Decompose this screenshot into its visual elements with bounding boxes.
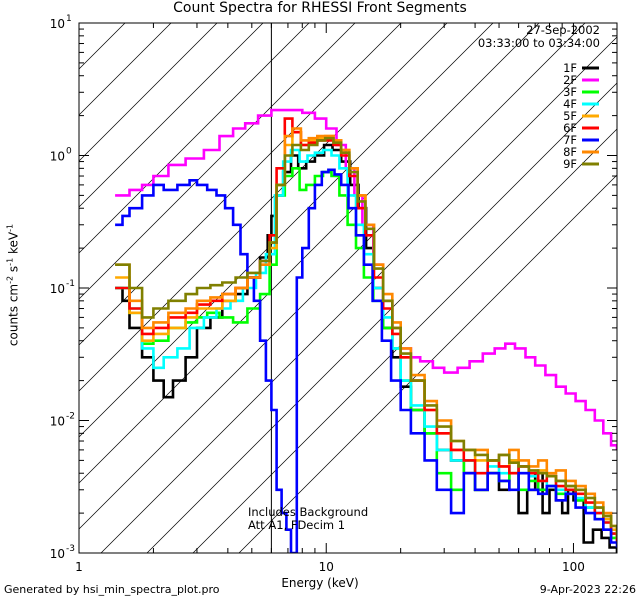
y-tick-label: 10 (50, 282, 65, 296)
y-tick-exponent: -2 (66, 412, 75, 422)
legend-label-5f: 5F (563, 109, 577, 123)
y-tick-label: 10 (50, 415, 65, 429)
y-tick-label: 10 (50, 547, 65, 561)
chart-title: Count Spectra for RHESSI Front Segments (173, 0, 467, 16)
y-tick-exponent: -3 (66, 544, 75, 554)
series-7f (115, 168, 617, 553)
y-tick-exponent: -1 (66, 279, 75, 289)
legend-label-6f: 6F (563, 121, 577, 135)
y-tick-label: 10 (50, 17, 65, 31)
annotation-background: Includes Background (248, 505, 369, 519)
legend-label-9f: 9F (563, 157, 577, 171)
generated-timestamp: 9-Apr-2023 22:26 (539, 583, 636, 596)
legend-label-8f: 8F (563, 145, 577, 159)
legend-label-1f: 1F (563, 61, 577, 75)
annotation-attenuator: Att A1, FDecim 1 (248, 518, 346, 532)
legend-label-3f: 3F (563, 85, 577, 99)
date-label: 27-Sep-2002 (526, 23, 600, 37)
legend-label-2f: 2F (563, 73, 577, 87)
time-range-label: 03:33:00 to 03:34:00 (477, 36, 600, 50)
y-tick-label: 10 (50, 150, 65, 164)
shaded-region (79, 23, 617, 553)
x-tick-label: 1 (75, 560, 83, 574)
y-tick-exponent: 1 (66, 14, 72, 24)
x-tick-label: 100 (562, 560, 585, 574)
x-axis-label: Energy (keV) (281, 576, 359, 590)
series-9f (115, 136, 617, 538)
legend-label-7f: 7F (563, 133, 577, 147)
y-tick-exponent: 0 (66, 147, 72, 157)
legend-label-4f: 4F (563, 97, 577, 111)
x-tick-label: 10 (319, 560, 334, 574)
y-axis-label: counts cm-2 s-1 keV-1 (5, 223, 21, 347)
generated-by: Generated by hsi_min_spectra_plot.pro (4, 583, 220, 596)
